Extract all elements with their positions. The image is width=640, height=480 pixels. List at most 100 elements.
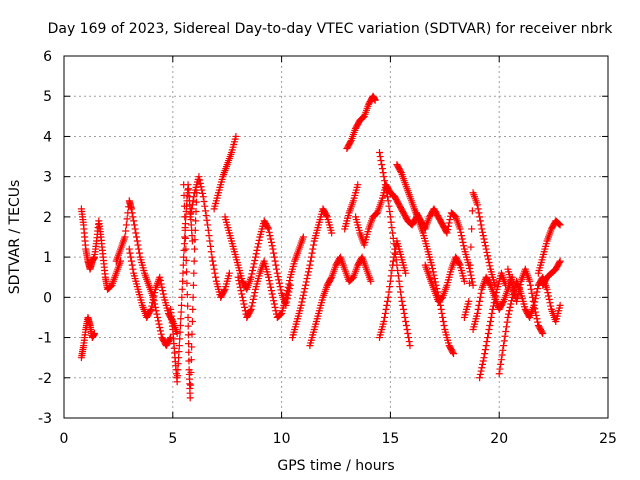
data-point (127, 253, 135, 261)
data-point (532, 311, 540, 319)
data-point (538, 328, 546, 336)
data-point (529, 293, 537, 301)
data-point (386, 277, 394, 285)
data-point (381, 313, 389, 321)
data-point (304, 268, 312, 276)
data-point (386, 208, 394, 216)
data-point (195, 173, 203, 181)
data-point (206, 237, 214, 245)
data-point (269, 293, 277, 301)
data-point (159, 287, 167, 295)
data-point (178, 285, 186, 293)
data-point (270, 297, 278, 305)
data-point (159, 290, 167, 298)
data-point (182, 245, 190, 253)
data-point (473, 309, 481, 317)
data-point (265, 225, 273, 233)
data-point (490, 299, 498, 307)
data-point (125, 245, 133, 253)
data-point (402, 321, 410, 329)
data-point (268, 290, 276, 298)
data-point (457, 228, 465, 236)
data-point (210, 265, 218, 273)
data-point (458, 235, 466, 243)
data-point (270, 300, 278, 308)
data-point (212, 273, 220, 281)
data-point (347, 138, 355, 146)
y-axis-label: SDTVAR / TECUs (7, 180, 23, 295)
data-point (539, 330, 547, 338)
data-point (126, 249, 134, 257)
data-point (499, 346, 507, 354)
data-point (174, 360, 182, 368)
data-point (530, 301, 538, 309)
data-point (267, 235, 275, 243)
data-point (175, 342, 183, 350)
data-point (505, 310, 513, 318)
data-point (502, 281, 510, 289)
data-point (303, 275, 311, 283)
data-point (428, 261, 436, 269)
data-point (376, 149, 384, 157)
data-point (383, 189, 391, 197)
data-point (383, 301, 391, 309)
data-point (177, 315, 185, 323)
data-point (486, 280, 494, 288)
data-point (378, 165, 386, 173)
data-point (501, 332, 509, 340)
data-point (237, 287, 245, 295)
data-point (181, 233, 189, 241)
data-point (183, 279, 191, 287)
data-point (184, 302, 192, 310)
data-point (204, 221, 212, 229)
data-point (148, 299, 156, 307)
data-point (480, 354, 488, 362)
data-point (405, 338, 413, 346)
data-point (130, 217, 138, 225)
x-tick-labels: 0 5 10 15 20 25 (60, 431, 617, 447)
data-point (486, 321, 494, 329)
data-point (555, 220, 563, 228)
data-point (249, 263, 257, 271)
data-point (276, 283, 284, 291)
data-point (302, 278, 310, 286)
data-point (204, 226, 212, 234)
data-point (286, 277, 294, 285)
data-point (247, 305, 255, 313)
data-point (477, 367, 485, 375)
data-point (122, 221, 130, 229)
data-point (465, 279, 473, 287)
data-point (135, 249, 143, 257)
data-point (151, 289, 159, 297)
data-point (475, 301, 483, 309)
data-point (513, 297, 521, 305)
data-point (253, 246, 261, 254)
data-point (543, 285, 551, 293)
data-point (456, 225, 464, 233)
data-point (389, 261, 397, 269)
data-point (250, 292, 258, 300)
data-point (395, 277, 403, 285)
data-point (397, 167, 405, 175)
data-point (544, 289, 552, 297)
data-point (469, 281, 477, 289)
data-point (482, 342, 490, 350)
data-point (381, 177, 389, 185)
data-point (272, 261, 280, 269)
data-point (479, 228, 487, 236)
data-point (429, 268, 437, 276)
data-point (383, 193, 391, 201)
data-point (129, 265, 137, 273)
x-tick-label: 10 (273, 431, 291, 447)
data-point (381, 181, 389, 189)
data-point (308, 249, 316, 257)
data-point (504, 313, 512, 321)
data-point (380, 173, 388, 181)
data-point (547, 302, 555, 310)
data-point (180, 191, 188, 199)
data-point (323, 212, 331, 220)
data-point (385, 202, 393, 210)
data-point (309, 245, 317, 253)
data-point (488, 309, 496, 317)
